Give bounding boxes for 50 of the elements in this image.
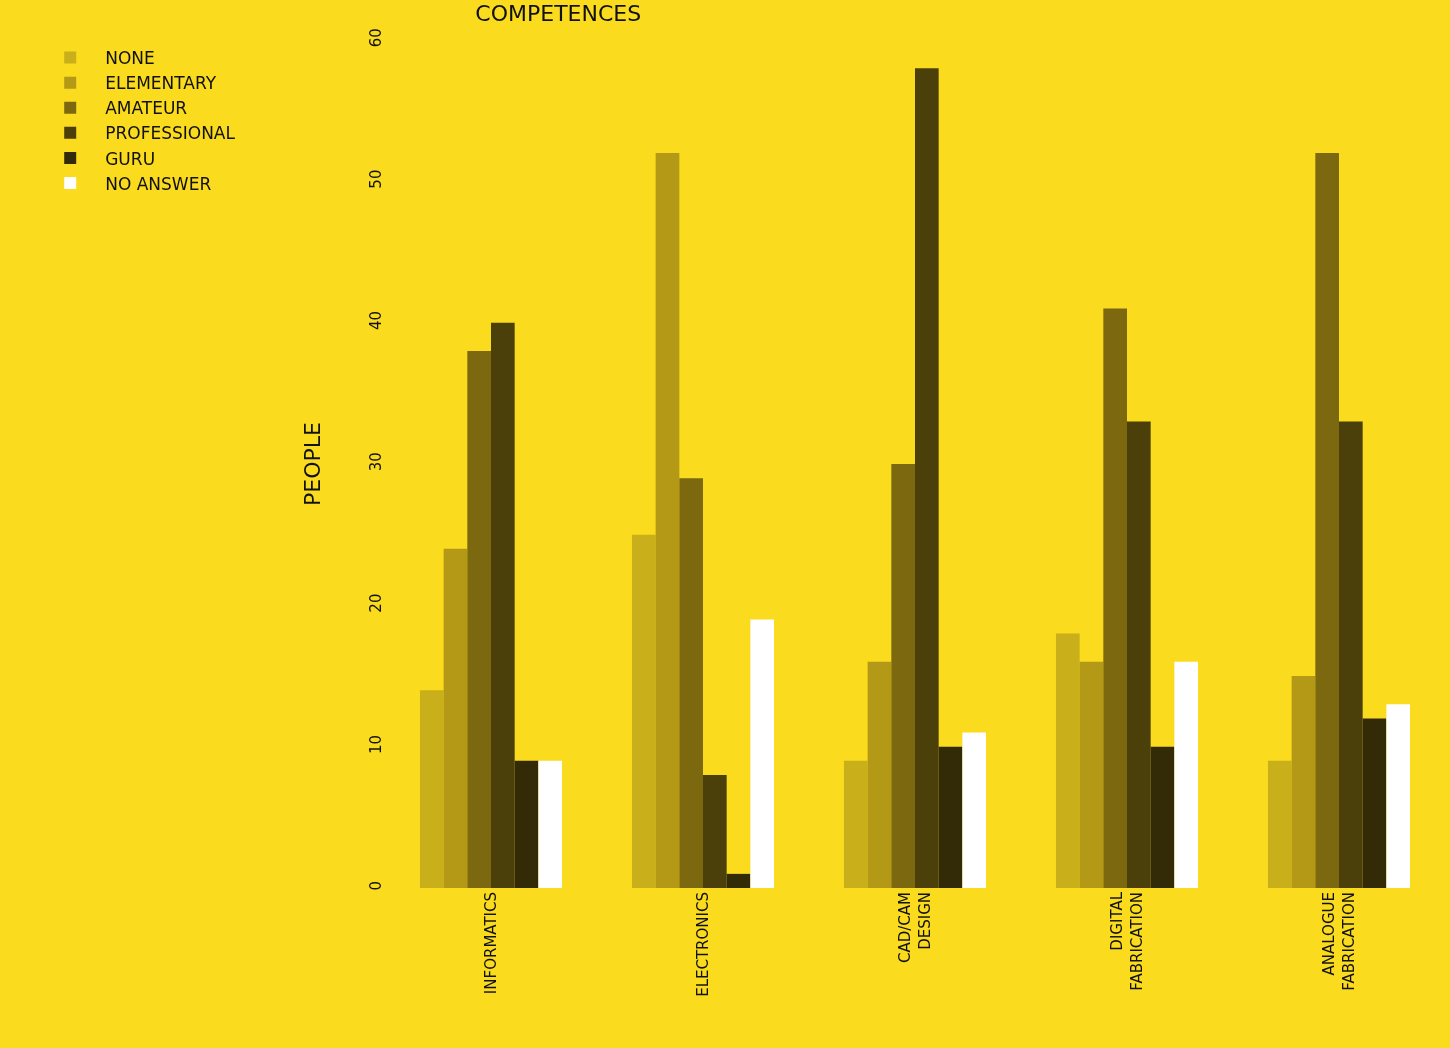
bar (1315, 153, 1339, 888)
bar (1267, 760, 1292, 888)
bar (891, 464, 915, 888)
x-tick-label: ANALOGUE FABRICATION (1320, 892, 1358, 991)
x-tick-label: ELECTRONICS (693, 892, 712, 997)
bar (962, 732, 987, 888)
legend-label: GURU (105, 148, 156, 169)
bar (915, 68, 939, 888)
bar (491, 322, 515, 888)
y-axis-title: PEOPLE (299, 422, 325, 506)
x-tick-label: CAD/CAM DESIGN (896, 892, 934, 964)
bar (750, 619, 775, 888)
bar (1339, 421, 1363, 888)
x-tick-label: DIGITAL FABRICATION (1108, 891, 1146, 991)
y-tick-label: 20 (367, 593, 385, 613)
y-tick-label: 40 (367, 310, 385, 330)
bar (679, 478, 703, 888)
bar (843, 760, 868, 888)
legend-label: PROFESSIONAL (105, 123, 236, 144)
bar (467, 350, 491, 888)
y-tick-label: 30 (367, 452, 385, 472)
bar (1174, 661, 1199, 888)
legend-label: NONE (105, 48, 155, 69)
bar (1150, 746, 1175, 888)
bar (1079, 661, 1104, 888)
bar (703, 774, 727, 888)
bar (1127, 421, 1151, 888)
y-tick-label: 50 (367, 169, 385, 189)
bar (514, 760, 539, 888)
bar (419, 690, 444, 888)
chart-title: COMPETENCES (475, 0, 642, 26)
y-tick-label: 0 (367, 880, 385, 891)
legend-label: AMATEUR (105, 98, 188, 119)
bar (538, 760, 563, 888)
bar (1103, 308, 1127, 888)
bar (1055, 633, 1080, 888)
bar (655, 153, 680, 888)
bar (867, 661, 892, 888)
bar (726, 873, 751, 888)
bar (1291, 676, 1316, 888)
bar (1386, 704, 1411, 888)
bar (443, 548, 468, 888)
bar (938, 746, 963, 888)
y-tick-label: 10 (367, 734, 385, 754)
x-tick-label: INFORMATICS (481, 892, 500, 995)
bar (631, 534, 656, 888)
y-tick-label: 60 (367, 28, 385, 48)
legend-label: ELEMENTARY (105, 73, 217, 94)
legend-label: NO ANSWER (105, 173, 212, 194)
bar (1362, 718, 1387, 888)
